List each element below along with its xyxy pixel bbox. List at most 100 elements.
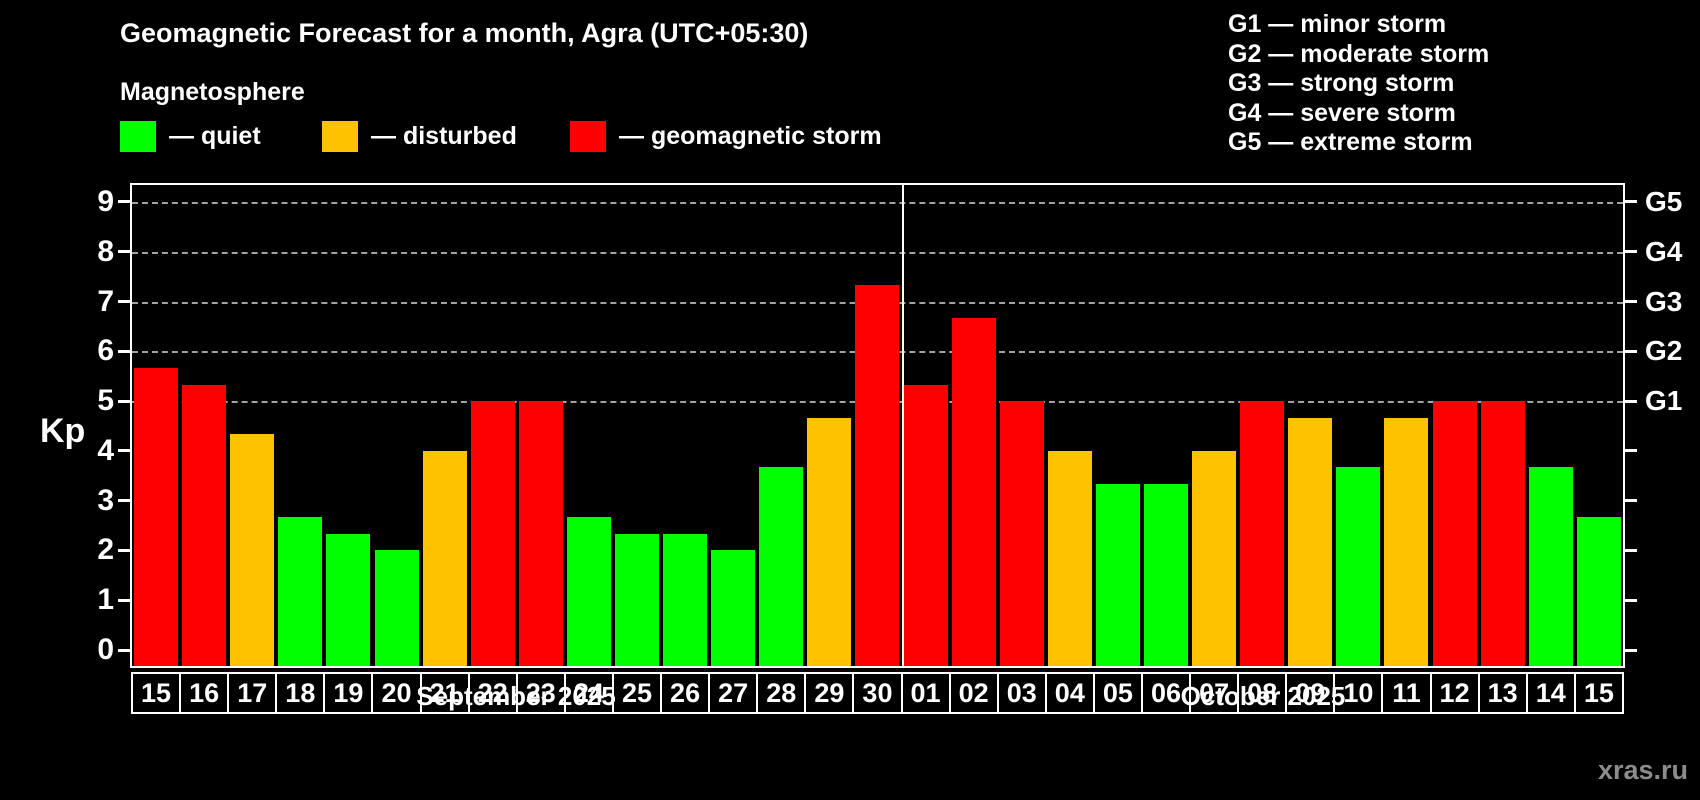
right-tick-kp1 (1625, 598, 1637, 602)
y-axis-title: Kp (40, 412, 86, 450)
date-cell-sep-30: 30 (852, 672, 903, 714)
right-tick-kp2 (1625, 548, 1637, 552)
storm-label: — geomagnetic storm (619, 121, 882, 150)
g2-legend-line: G2 — moderate storm (1228, 39, 1490, 68)
kp-bar-oct-03 (999, 401, 1044, 666)
bar-slot (709, 185, 757, 666)
kp-bar-sep-28 (759, 467, 804, 666)
date-cell-oct-13: 13 (1477, 672, 1528, 714)
right-tick-kp0 (1625, 648, 1637, 652)
date-cell-sep-23: 23 (515, 672, 566, 714)
kp-bar-sep-27 (711, 550, 756, 666)
kp-bar-oct-02 (951, 317, 996, 666)
disturbed-label: — disturbed (371, 121, 517, 150)
kp-bar-oct-13 (1480, 401, 1525, 666)
kp-bar-oct-07 (1192, 450, 1237, 666)
date-cell-sep-28: 28 (756, 672, 807, 714)
kp-bar-sep-17 (230, 434, 275, 666)
date-cell-oct-10: 10 (1333, 672, 1384, 714)
right-tick-kp3 (1625, 499, 1637, 503)
y-tick-label-0: 0 (97, 633, 114, 666)
right-tick-kp6 (1625, 349, 1637, 353)
kp-bar-sep-26 (663, 534, 708, 666)
kp-bar-sep-19 (326, 534, 371, 666)
bar-slot (998, 185, 1046, 666)
y-tick-label-5: 5 (97, 384, 114, 418)
g5-legend-line: G5 — extreme storm (1228, 128, 1473, 156)
kp-bar-oct-10 (1336, 467, 1381, 666)
date-cell-oct-07: 07 (1189, 672, 1240, 714)
bar-slot (228, 185, 276, 666)
bar-slot (1527, 185, 1575, 666)
left-tick-kp6 (118, 349, 130, 353)
kp-bar-sep-18 (278, 517, 323, 666)
bar-slot (757, 185, 805, 666)
bar-slot (853, 185, 901, 666)
date-cell-sep-16: 16 (179, 672, 230, 714)
kp-bar-oct-01 (903, 384, 948, 666)
g-tick-label-g3: G3 (1645, 285, 1683, 317)
right-tick-kp9 (1625, 200, 1637, 204)
left-tick-kp1 (118, 598, 130, 602)
quiet-color-swatch (120, 120, 156, 152)
bar-slot (1094, 185, 1142, 666)
bar-slot (565, 185, 613, 666)
kp-bar-sep-29 (807, 417, 852, 666)
month-label-september: September 2025 (416, 681, 616, 711)
bar-slot (517, 185, 565, 666)
g-tick-label-g4: G4 (1645, 235, 1683, 267)
right-tick-kp8 (1625, 250, 1637, 254)
bar-slot (1142, 185, 1190, 666)
kp-bar-sep-23 (518, 401, 563, 666)
bar-slot (950, 185, 998, 666)
y-tick-label-4: 4 (97, 433, 114, 467)
kp-bar-sep-21 (422, 450, 467, 666)
date-cell-oct-14: 14 (1525, 672, 1576, 714)
right-tick-kp4 (1625, 449, 1637, 453)
date-cell-oct-15: 15 (1573, 672, 1624, 714)
y-tick-label-2: 2 (97, 533, 114, 567)
bar-slot (469, 185, 517, 666)
left-tick-kp9 (118, 200, 130, 204)
bar-slot (132, 185, 180, 666)
left-tick-kp8 (118, 250, 130, 254)
date-cell-sep-26: 26 (660, 672, 711, 714)
bars-container (132, 185, 1623, 666)
left-tick-kp4 (118, 449, 130, 453)
magnetosphere-label: Magnetosphere (120, 78, 305, 106)
bar-slot (805, 185, 853, 666)
date-cell-oct-02: 02 (948, 672, 999, 714)
g-scale-legend: G1 — minor storm G2 — moderate storm G3 … (1228, 10, 1489, 158)
date-cell-sep-29: 29 (804, 672, 855, 714)
date-cell-sep-20: 20 (371, 672, 422, 714)
bar-slot (1046, 185, 1094, 666)
bar-slot (1190, 185, 1238, 666)
g-tick-label-g1: G1 (1645, 385, 1683, 417)
right-tick-kp5 (1625, 399, 1637, 403)
kp-bar-sep-24 (566, 517, 611, 666)
left-tick-kp7 (118, 300, 130, 304)
left-tick-kp3 (118, 499, 130, 503)
storm-color-swatch (570, 120, 606, 152)
bar-slot (1431, 185, 1479, 666)
month-separator-line (901, 185, 904, 666)
bar-slot (372, 185, 420, 666)
bar-slot (1479, 185, 1527, 666)
g-tick-label-g5: G5 (1645, 185, 1683, 217)
kp-bar-oct-14 (1528, 467, 1573, 666)
date-cell-oct-12: 12 (1429, 672, 1480, 714)
bar-slot (180, 185, 228, 666)
disturbed-color-swatch (322, 120, 358, 152)
left-tick-kp5 (118, 399, 130, 403)
plot-area (130, 183, 1625, 668)
kp-bar-oct-12 (1432, 401, 1477, 666)
kp-bar-sep-15 (134, 367, 179, 666)
y-tick-label-9: 9 (97, 184, 114, 218)
g-tick-label-g2: G2 (1645, 335, 1683, 367)
kp-bar-oct-06 (1144, 484, 1189, 666)
date-cell-oct-11: 11 (1381, 672, 1432, 714)
bar-slot (613, 185, 661, 666)
chart-title: Geomagnetic Forecast for a month, Agra (… (120, 18, 809, 48)
legend-item-storm: — geomagnetic storm (570, 120, 882, 152)
gridline-kp9 (132, 201, 1623, 204)
